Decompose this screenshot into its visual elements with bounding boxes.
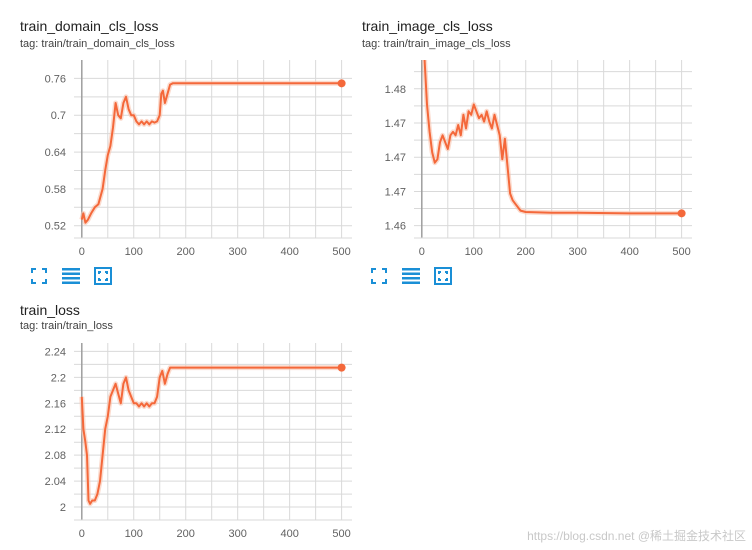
watermark: https://blog.csdn.net @稀土掘金技术社区	[527, 529, 746, 543]
series-line	[423, 60, 682, 215]
series-end-point	[337, 363, 346, 372]
x-tick-label: 200	[177, 528, 195, 540]
y-tick-label: 2.04	[45, 476, 66, 488]
x-tick-label: 300	[569, 246, 587, 258]
chart-plot[interactable]: 2 2.04 2.08 2.12 2.16 2.2 2.24 0 100 200 300 400 500	[0, 0, 360, 550]
chart-title: train_domain_cls_loss	[20, 18, 159, 34]
toggle-log-scale-icon[interactable]	[62, 267, 80, 285]
y-tick-label: 0.76	[45, 73, 66, 85]
y-tick-label: 2.16	[45, 398, 66, 410]
x-tick-label: 500	[332, 528, 350, 540]
x-tick-label: 0	[79, 528, 85, 540]
series-line	[80, 366, 342, 505]
chart-title: train_image_cls_loss	[362, 18, 493, 34]
series-end-point	[337, 79, 346, 88]
x-tick-label: 100	[125, 246, 143, 258]
y-tick-label: 0.52	[45, 221, 66, 233]
x-tick-label: 400	[620, 246, 638, 258]
y-tick-label: 1.47	[385, 152, 406, 164]
x-tick-label: 500	[332, 246, 350, 258]
x-tick-label: 0	[79, 246, 85, 258]
y-tick-label: 2.2	[51, 372, 66, 384]
y-tick-label: 2.24	[45, 346, 66, 358]
y-tick-label: 1.46	[385, 221, 406, 233]
y-tick-label: 2.12	[45, 424, 66, 436]
x-tick-label: 200	[177, 246, 195, 258]
chart-plot[interactable]: 0.52 0.58 0.64 0.7 0.76 0 100 200 300 400 500	[0, 0, 360, 265]
fullscreen-icon[interactable]	[94, 267, 112, 285]
chart-plot[interactable]: 1.46 1.47 1.47 1.47 1.48 0 100 200 300 400 500	[0, 0, 752, 265]
x-tick-label: 0	[419, 246, 425, 258]
chart-title: train_loss	[20, 302, 80, 318]
y-tick-label: 0.64	[45, 147, 66, 159]
x-tick-label: 100	[125, 528, 143, 540]
chart-panel-domain-cls-loss: train_domain_cls_loss tag: train/train_d…	[0, 0, 360, 290]
toggle-log-scale-icon[interactable]	[402, 267, 420, 285]
y-tick-label: 2	[60, 502, 66, 514]
x-tick-label: 300	[229, 246, 247, 258]
x-tick-label: 500	[672, 246, 690, 258]
chart-tag: tag: train/train_domain_cls_loss	[20, 38, 175, 50]
chart-tag: tag: train/train_image_cls_loss	[362, 38, 511, 50]
fullscreen-icon[interactable]	[434, 267, 452, 285]
x-tick-label: 300	[229, 528, 247, 540]
fit-domain-icon[interactable]	[370, 267, 388, 285]
chart-panel-train-loss: train_loss tag: train/train_loss 2 2.04 2.…	[0, 0, 360, 550]
x-tick-label: 200	[517, 246, 535, 258]
series-end-point	[677, 209, 686, 218]
chart-tag: tag: train/train_loss	[20, 320, 113, 332]
fit-domain-icon[interactable]	[30, 267, 48, 285]
y-tick-label: 1.48	[385, 84, 406, 96]
chart-panel-image-cls-loss: train_image_cls_loss tag: train/train_im…	[0, 0, 752, 285]
chart-toolbar	[30, 267, 112, 285]
x-tick-label: 400	[280, 246, 298, 258]
y-tick-label: 0.7	[51, 110, 66, 122]
chart-toolbar	[370, 267, 452, 285]
series-line	[80, 82, 342, 224]
y-tick-label: 1.47	[385, 186, 406, 198]
x-tick-label: 100	[465, 246, 483, 258]
x-tick-label: 400	[280, 528, 298, 540]
y-tick-label: 2.08	[45, 450, 66, 462]
y-tick-label: 1.47	[385, 118, 406, 130]
y-tick-label: 0.58	[45, 184, 66, 196]
